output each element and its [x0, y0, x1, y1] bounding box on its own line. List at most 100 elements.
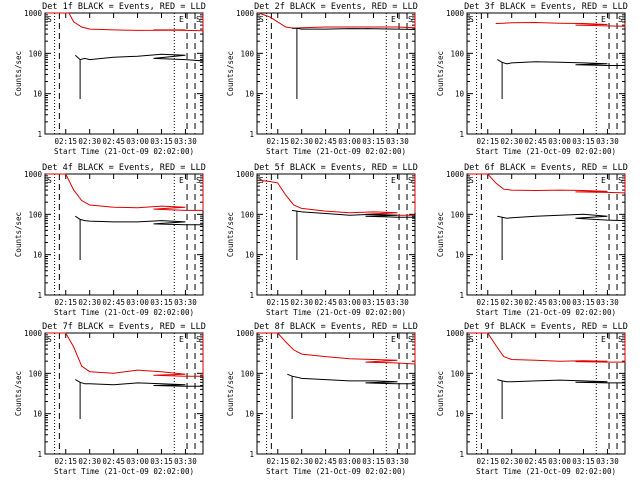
- x-tick-label: 03:00: [548, 457, 571, 466]
- x-tick-label: 03:30: [596, 137, 619, 146]
- y-tick-label: 1: [37, 291, 42, 300]
- x-tick-label: 03:00: [338, 457, 361, 466]
- y-axis-label: Counts/sec: [436, 212, 445, 257]
- chart-title: Det 7f BLACK = Events, RED = LLD: [42, 322, 206, 332]
- x-tick-label: 02:15: [266, 298, 289, 307]
- x-tick-label: 02:45: [314, 137, 337, 146]
- x-tick-label: 02:30: [78, 457, 101, 466]
- y-tick-label: 10: [33, 90, 43, 99]
- marker-label: S: [47, 176, 52, 185]
- x-tick-label: 03:15: [150, 457, 173, 466]
- y-tick-label: 100: [240, 369, 254, 378]
- y-tick-label: 100: [450, 210, 464, 219]
- plot-frame: [256, 12, 416, 135]
- marker-label: E: [601, 176, 606, 185]
- y-tick-label: 100: [450, 369, 464, 378]
- series-line-lld: [46, 12, 204, 32]
- x-tick-label: 02:15: [54, 137, 77, 146]
- series-line-events: [75, 379, 204, 387]
- x-tick-label: 02:45: [314, 457, 337, 466]
- marker-label: E: [601, 15, 606, 24]
- x-axis-label: Start Time (21-Oct-09 02:02:00): [476, 467, 616, 476]
- x-tick-label: 03:00: [548, 137, 571, 146]
- x-tick-label: 03:15: [362, 298, 385, 307]
- plot-frame: [466, 173, 626, 296]
- series-line-events: [497, 377, 626, 384]
- x-tick-label: 03:15: [362, 137, 385, 146]
- y-tick-label: 1000: [446, 9, 465, 18]
- plot-frame: [256, 332, 416, 455]
- series-line-events: [292, 209, 416, 218]
- chart-panel-det-4: Det 4f BLACK = Events, RED = LLD 1 10 100 10…: [14, 163, 206, 317]
- x-tick-label: 02:15: [476, 457, 499, 466]
- y-tick-label: 1000: [236, 9, 255, 18]
- chart-title: Det 8f BLACK = Events, RED = LLD: [254, 322, 418, 332]
- y-tick-label: 1: [249, 291, 254, 300]
- y-tick-label: 1: [37, 450, 42, 459]
- y-tick-label: 100: [240, 210, 254, 219]
- x-tick-label: 02:45: [524, 457, 547, 466]
- y-tick-label: 10: [33, 410, 43, 419]
- y-tick-label: 1000: [236, 170, 255, 179]
- x-tick-label: 03:00: [126, 457, 149, 466]
- x-axis-label: Start Time (21-Oct-09 02:02:00): [54, 308, 194, 317]
- x-tick-label: 03:30: [174, 298, 197, 307]
- marker-label: S: [408, 15, 413, 24]
- x-tick-label: 02:30: [500, 137, 523, 146]
- y-axis-label: Counts/sec: [436, 51, 445, 96]
- y-tick-label: 1000: [236, 329, 255, 338]
- x-tick-label: 03:30: [386, 137, 409, 146]
- y-tick-label: 10: [455, 90, 465, 99]
- y-tick-label: 1: [249, 130, 254, 139]
- x-tick-label: 02:45: [102, 298, 125, 307]
- x-tick-label: 03:30: [174, 457, 197, 466]
- marker-label: E: [601, 335, 606, 344]
- x-tick-label: 02:15: [54, 457, 77, 466]
- x-tick-label: 03:15: [150, 298, 173, 307]
- marker-label: S: [47, 15, 52, 24]
- marker-label: S: [259, 15, 264, 24]
- x-axis-label: Start Time (21-Oct-09 02:02:00): [476, 308, 616, 317]
- chart-panel-det-2: Det 2f BLACK = Events, RED = LLD 1 10 100 10…: [226, 2, 418, 156]
- x-tick-label: 03:00: [548, 298, 571, 307]
- x-axis-label: Start Time (21-Oct-09 02:02:00): [266, 308, 406, 317]
- x-tick-label: 02:30: [290, 298, 313, 307]
- marker-label: E: [179, 335, 184, 344]
- y-axis-label: Counts/sec: [14, 51, 23, 96]
- x-tick-label: 03:15: [150, 137, 173, 146]
- marker-label: S: [259, 335, 264, 344]
- x-tick-label: 03:15: [572, 137, 595, 146]
- marker-label: E: [391, 335, 396, 344]
- x-tick-label: 03:00: [126, 137, 149, 146]
- marker-label: S: [618, 15, 623, 24]
- y-tick-label: 1000: [24, 9, 43, 18]
- y-tick-label: 100: [28, 49, 42, 58]
- chart-title: Det 3f BLACK = Events, RED = LLD: [464, 2, 628, 12]
- x-tick-label: 02:15: [54, 298, 77, 307]
- y-axis-label: Counts/sec: [436, 371, 445, 416]
- x-tick-label: 02:15: [266, 457, 289, 466]
- marker-label: E: [391, 15, 396, 24]
- plot-frame: [466, 12, 626, 135]
- series-line-lld: [495, 21, 626, 27]
- x-tick-label: 02:15: [266, 137, 289, 146]
- y-tick-label: 1: [459, 130, 464, 139]
- x-tick-label: 02:45: [524, 137, 547, 146]
- x-tick-label: 02:30: [78, 137, 101, 146]
- y-tick-label: 1000: [446, 329, 465, 338]
- y-tick-label: 100: [240, 49, 254, 58]
- x-axis-label: Start Time (21-Oct-09 02:02:00): [476, 147, 616, 156]
- x-tick-label: 03:30: [596, 298, 619, 307]
- chart-title: Det 4f BLACK = Events, RED = LLD: [42, 163, 206, 173]
- y-tick-label: 1: [459, 291, 464, 300]
- series-line-events: [287, 373, 416, 385]
- y-tick-label: 100: [28, 369, 42, 378]
- x-tick-label: 02:15: [476, 137, 499, 146]
- marker-label: S: [618, 335, 623, 344]
- x-tick-label: 03:00: [338, 298, 361, 307]
- x-tick-label: 03:15: [572, 298, 595, 307]
- x-tick-label: 02:45: [314, 298, 337, 307]
- y-tick-label: 1: [37, 130, 42, 139]
- y-axis-label: Counts/sec: [14, 212, 23, 257]
- marker-label: S: [196, 176, 201, 185]
